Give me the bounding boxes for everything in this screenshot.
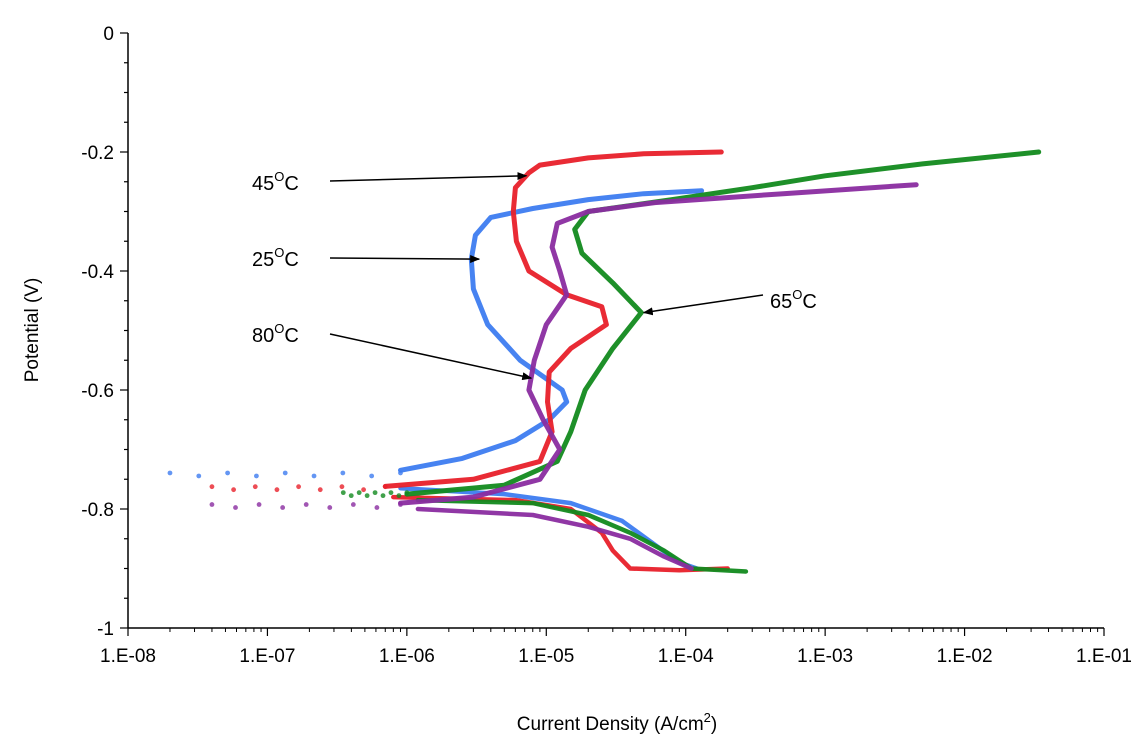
series-layer [167,149,1042,574]
annotation-arrow-80 [329,333,533,381]
series-point-80 [280,505,286,510]
x-tick-label: 1.E-01 [1076,646,1132,667]
x-axis-title-main: Current Density (A/cm [517,714,704,735]
x-tick-label: 1.E-08 [100,646,156,667]
series-point-25 [340,470,346,476]
annotation-label-65: 65OC [770,287,817,313]
series-45 [209,149,730,573]
axes: 0 -0.2 -0.4 -0.6 -0.8 -1 1.E-08 1.E-07 1.E-06 1.E… [81,24,1132,667]
x-axis-title: Current Density (A/cm2) [517,710,717,735]
series-point-45 [209,484,215,490]
series-point-25 [196,473,202,479]
series-point-65 [340,490,346,496]
series-point-25 [369,473,375,479]
annotation-80: 80OC [252,321,533,381]
series-point-45 [274,487,280,493]
series-point-25 [398,470,403,476]
series-point-80 [209,502,215,507]
annotation-45: 45OC [252,169,528,195]
series-cathodic-80 [415,506,694,571]
x-axis-title-end: ) [711,714,717,735]
annotation-25: 25OC [252,245,481,271]
annotation-65: 65OC [642,287,817,316]
y-tick-label: -0.2 [81,143,114,164]
series-point-80 [398,502,403,507]
y-tick-label: -0.8 [81,500,114,521]
annotation-label-45: 45OC [252,169,299,195]
annotation-label-25: 25OC [252,245,299,271]
x-tick-label: 1.E-05 [518,646,574,667]
series-point-65 [404,490,410,496]
x-tick-label: 1.E-06 [379,646,435,667]
series-point-25 [254,473,259,479]
series-point-45 [361,487,366,493]
x-axis-title-sup: 2 [704,710,711,725]
x-tick-label: 1.E-03 [797,646,853,667]
series-point-80 [256,502,262,507]
series-80 [209,182,919,571]
series-point-80 [350,502,356,507]
series-point-65 [380,493,386,499]
x-tick-label: 1.E-07 [239,646,295,667]
series-point-25 [167,470,173,476]
annotation-label-80: 80OC [252,321,299,347]
series-point-65 [388,490,394,496]
y-axis-title: Potential (V) [22,278,43,383]
series-point-80 [303,502,309,507]
series-point-25 [311,473,317,479]
series-point-65 [364,493,370,499]
series-point-65 [348,493,354,499]
y-tick-label: -0.6 [81,381,114,402]
series-point-65 [396,493,402,499]
series-point-65 [372,490,378,496]
series-point-45 [339,484,345,490]
y-tick-label: -0.4 [81,262,114,283]
series-point-80 [327,505,333,510]
series-point-45 [317,487,323,493]
y-tick-label: 0 [103,24,114,45]
annotation-arrow-25 [329,255,481,264]
series-point-80 [233,505,238,510]
annotation-arrow-65 [642,294,764,316]
series-point-45 [382,484,388,490]
series-point-65 [356,490,362,496]
series-line-65 [404,149,1042,497]
series-point-45 [231,487,237,493]
series-point-80 [374,505,380,510]
x-tick-label: 1.E-04 [658,646,714,667]
series-line-25 [398,188,705,473]
series-point-25 [282,470,288,476]
y-tick-label: -1 [97,619,114,640]
annotations: 45OC 25OC 80OC 65OC [252,169,817,381]
series-point-45 [252,484,258,490]
annotation-arrow-45 [329,172,528,182]
x-tick-label: 1.E-02 [937,646,993,667]
series-point-45 [296,484,302,490]
series-point-25 [225,470,230,476]
series-line-80 [398,182,919,506]
